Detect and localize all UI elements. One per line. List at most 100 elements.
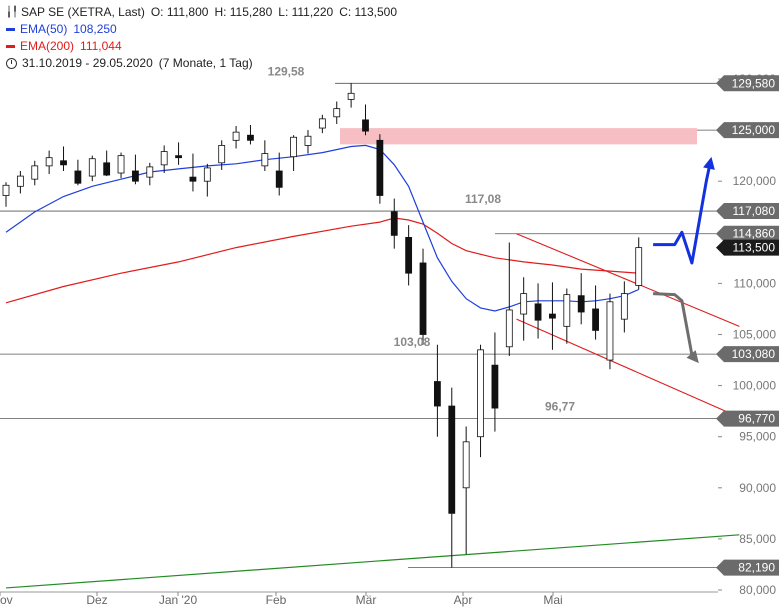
level-annotation: 96,77 bbox=[545, 400, 575, 414]
close-value: C: 113,500 bbox=[339, 5, 398, 19]
symbol-label: SAP SE (XETRA, Last) bbox=[21, 5, 145, 19]
channel-upper-line bbox=[516, 233, 740, 327]
candle bbox=[117, 152, 125, 179]
level-annotation: 103,08 bbox=[394, 335, 431, 349]
candle-body bbox=[333, 108, 341, 118]
candle bbox=[203, 163, 211, 197]
y-tick-label: 95,000 bbox=[739, 430, 776, 444]
candle-body bbox=[189, 176, 197, 182]
y-tick-label: 90,000 bbox=[739, 481, 776, 495]
low-value: L: 111,220 bbox=[278, 5, 334, 19]
ema50-value: 108,250 bbox=[73, 22, 117, 36]
candle bbox=[275, 152, 283, 196]
level-price-box-bg bbox=[716, 410, 779, 427]
candle bbox=[189, 153, 197, 192]
clock-icon bbox=[6, 58, 17, 69]
candle-body bbox=[203, 167, 211, 182]
level-price-box-text: 117,080 bbox=[733, 204, 776, 218]
candle-body bbox=[261, 153, 269, 167]
candle bbox=[477, 344, 484, 458]
ema200-line bbox=[5, 217, 639, 304]
candle bbox=[563, 288, 571, 344]
candle-body bbox=[376, 139, 384, 196]
candle bbox=[433, 344, 441, 437]
candle-body bbox=[405, 237, 413, 274]
candle-body bbox=[635, 247, 643, 286]
candle-body bbox=[31, 165, 39, 180]
level-price-box: 103,080 bbox=[716, 346, 779, 363]
candle-body bbox=[563, 294, 571, 327]
ema50-swatch bbox=[6, 28, 15, 31]
level-price-box-bg bbox=[716, 75, 779, 92]
x-tick-label: Mär bbox=[356, 593, 377, 607]
candle bbox=[175, 142, 182, 165]
ema200-label: EMA(200) bbox=[20, 39, 75, 53]
level-price-box-bg bbox=[716, 225, 779, 242]
candle bbox=[16, 170, 24, 194]
candle-body bbox=[2, 184, 10, 196]
ema200-value: 111,044 bbox=[80, 39, 122, 53]
candle-body bbox=[132, 170, 139, 182]
candle bbox=[376, 134, 384, 204]
candle-body bbox=[45, 157, 53, 167]
level-price-box: 114,860 bbox=[716, 225, 779, 242]
axes: 80,000 85,000 90,000 95,000 100,000 105,000 11… bbox=[0, 72, 776, 607]
candle bbox=[88, 155, 96, 182]
candle-body bbox=[275, 170, 283, 188]
candle-body bbox=[433, 381, 441, 407]
candle-body bbox=[304, 135, 312, 146]
candle bbox=[290, 135, 298, 171]
candle-body bbox=[549, 313, 556, 319]
candle bbox=[534, 283, 542, 339]
candle-body bbox=[419, 262, 427, 335]
ema200-legend: EMA(200) 111,044 bbox=[6, 38, 397, 55]
candle bbox=[304, 130, 312, 154]
level-lines bbox=[0, 82, 718, 569]
level-price-box-bg bbox=[716, 122, 779, 139]
candle bbox=[261, 140, 269, 171]
candle-body bbox=[448, 405, 456, 514]
candle-body bbox=[74, 170, 82, 184]
candle bbox=[635, 237, 643, 290]
level-price-box: 129,580 bbox=[716, 75, 779, 92]
y-tick-label: 80,000 bbox=[739, 583, 776, 597]
candle bbox=[218, 140, 226, 170]
range-row: 31.10.2019 - 29.05.2020 (7 Monate, 1 Tag… bbox=[6, 55, 397, 72]
candle-body bbox=[577, 295, 585, 313]
level-price-box-text: 103,080 bbox=[732, 347, 776, 361]
candlestick-icon: ╽╿ bbox=[6, 7, 19, 18]
chart-legend: ╽╿ SAP SE (XETRA, Last) O: 111,800 H: 11… bbox=[6, 4, 397, 72]
candle-body bbox=[477, 349, 484, 438]
candle-body bbox=[175, 155, 182, 159]
candle bbox=[620, 281, 628, 333]
level-price-box-bg bbox=[716, 559, 779, 576]
x-tick-label: Dez bbox=[86, 593, 107, 607]
current-price-box-bg bbox=[716, 239, 779, 256]
symbol-row: ╽╿ SAP SE (XETRA, Last) O: 111,800 H: 11… bbox=[6, 4, 397, 21]
candle bbox=[232, 126, 240, 149]
candle bbox=[577, 273, 585, 325]
candle bbox=[60, 146, 67, 171]
candle bbox=[419, 248, 427, 345]
candle bbox=[132, 154, 139, 185]
candle bbox=[520, 277, 528, 341]
candle bbox=[45, 150, 53, 175]
high-value: H: 115,280 bbox=[214, 5, 273, 19]
level-price-box-bg bbox=[716, 203, 779, 220]
candle-body bbox=[347, 92, 355, 100]
current-price-box-text: 113,500 bbox=[733, 241, 776, 255]
candle bbox=[390, 198, 398, 249]
x-tick-label: Feb bbox=[266, 593, 287, 607]
x-tick-label: Mai bbox=[543, 593, 562, 607]
projection-arrows bbox=[653, 156, 715, 364]
candle bbox=[549, 282, 556, 350]
candle-body bbox=[390, 211, 398, 236]
candlesticks bbox=[2, 83, 643, 568]
candle bbox=[31, 160, 39, 186]
level-price-box-text: 96,770 bbox=[738, 412, 775, 426]
candle bbox=[2, 182, 10, 207]
candle bbox=[160, 145, 168, 174]
y-tick-label: 85,000 bbox=[739, 532, 776, 546]
candle-body bbox=[247, 134, 254, 141]
